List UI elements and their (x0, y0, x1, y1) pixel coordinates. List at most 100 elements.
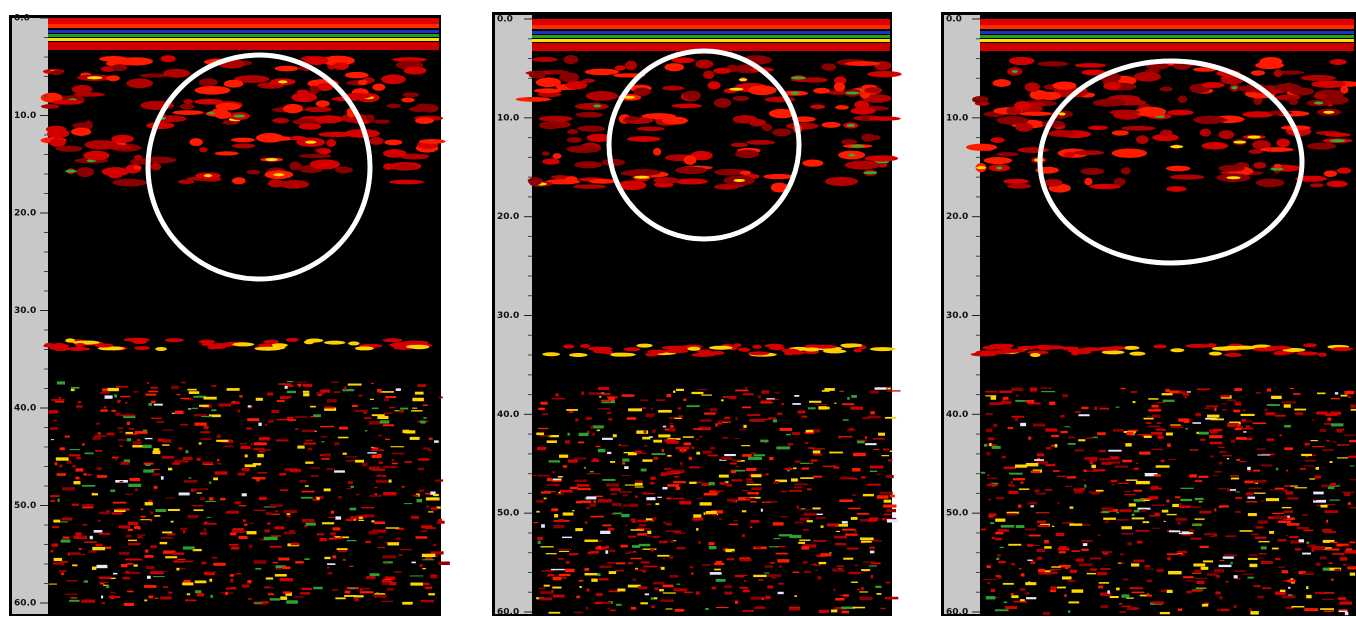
radar-noise (180, 397, 190, 400)
radar-noise (606, 412, 612, 414)
radar-noise (66, 460, 72, 464)
radar-noise (796, 505, 800, 509)
radar-noise (724, 591, 733, 595)
radar-noise (602, 524, 612, 527)
radar-noise (980, 528, 987, 531)
radar-noise (714, 562, 725, 566)
radar-noise (151, 468, 160, 471)
radar-reflection (586, 133, 612, 142)
radar-noise (709, 572, 722, 575)
radar-noise (128, 483, 142, 488)
radar-noise (275, 568, 282, 570)
radar-noise (107, 387, 119, 392)
radar-reflection (713, 97, 732, 108)
radar-noise (1145, 422, 1152, 424)
radar-noise (145, 549, 149, 553)
radar-reflection (1088, 125, 1109, 130)
radar-noise (646, 535, 652, 537)
radar-noise (830, 609, 838, 613)
radar-noise (718, 517, 722, 521)
radar-noise (1203, 602, 1209, 605)
radar-noise (841, 403, 855, 406)
radar-noise (1143, 435, 1152, 438)
radar-noise (802, 544, 817, 548)
radar-noise (183, 530, 186, 534)
radar-noise (284, 384, 294, 387)
radar-noise (1044, 540, 1049, 544)
radar-noise (861, 476, 866, 479)
radar-noise (324, 407, 337, 411)
radar-noise (203, 571, 216, 576)
radar-noise (652, 581, 665, 585)
radar-noise (765, 473, 769, 476)
radar-noise (98, 581, 109, 583)
radar-reflection (1302, 343, 1317, 348)
radar-noise (995, 575, 1001, 577)
radar-noise (1218, 564, 1232, 568)
radar-noise (1261, 464, 1273, 467)
radar-noise (1011, 563, 1016, 566)
radar-noise (869, 565, 877, 567)
radar-noise (788, 607, 800, 611)
radar-noise (1334, 392, 1339, 395)
radar-noise (1133, 489, 1143, 492)
radar-noise (167, 467, 173, 471)
radar-noise (995, 537, 1002, 541)
radar-noise (590, 515, 604, 518)
radar-reflection (1043, 178, 1063, 187)
radar-reflection (274, 65, 299, 72)
radar-reflection (298, 123, 322, 130)
radar-noise (402, 601, 413, 605)
radar-noise (672, 390, 676, 393)
radar-noise (382, 578, 392, 581)
depth-label: 60.0 (14, 599, 36, 609)
radar-noise (834, 606, 847, 610)
radar-noise (104, 395, 113, 399)
radar-noise (574, 611, 584, 614)
radar-reflection (636, 126, 665, 132)
radar-noise (1135, 462, 1139, 464)
radar-reflection (1233, 345, 1256, 350)
radar-noise (1151, 404, 1159, 408)
radar-noise (153, 403, 163, 406)
radar-noise (1283, 485, 1293, 487)
radar-noise (1113, 428, 1124, 432)
radar-noise (120, 395, 131, 398)
radar-noise (597, 386, 610, 391)
radar-noise (1306, 586, 1309, 590)
radar-noise (434, 479, 444, 482)
radar-noise (1272, 512, 1285, 514)
radar-noise (626, 417, 637, 420)
radar-noise (267, 392, 274, 396)
radar-noise (1126, 431, 1134, 436)
radar-noise (622, 494, 628, 497)
radar-reflection (282, 103, 303, 114)
radar-reflection (1029, 352, 1041, 357)
radar-noise (842, 528, 856, 531)
radar-reflection (850, 144, 865, 148)
radar-noise (1143, 499, 1150, 501)
radar-noise (848, 507, 861, 510)
radar-noise (323, 453, 331, 457)
radar-noise (379, 420, 390, 424)
radar-noise (807, 447, 815, 449)
radar-noise (1157, 435, 1164, 440)
radar-noise (1110, 479, 1118, 483)
radar-noise (1186, 590, 1192, 594)
surface-band (532, 31, 890, 34)
radar-noise (798, 541, 806, 544)
radar-noise (674, 532, 686, 534)
radar-noise (536, 499, 544, 503)
radar-noise (1303, 529, 1314, 532)
radar-noise (815, 569, 818, 571)
radar-noise (551, 397, 566, 400)
radar-noise (274, 574, 287, 577)
radar-noise (734, 469, 746, 472)
radar-noise (672, 540, 677, 542)
radar-noise (1020, 481, 1024, 484)
radar-noise (1192, 523, 1202, 527)
radar-noise (593, 500, 596, 504)
radar-noise (806, 520, 813, 523)
radar-noise (91, 493, 98, 496)
radar-noise (321, 441, 325, 443)
